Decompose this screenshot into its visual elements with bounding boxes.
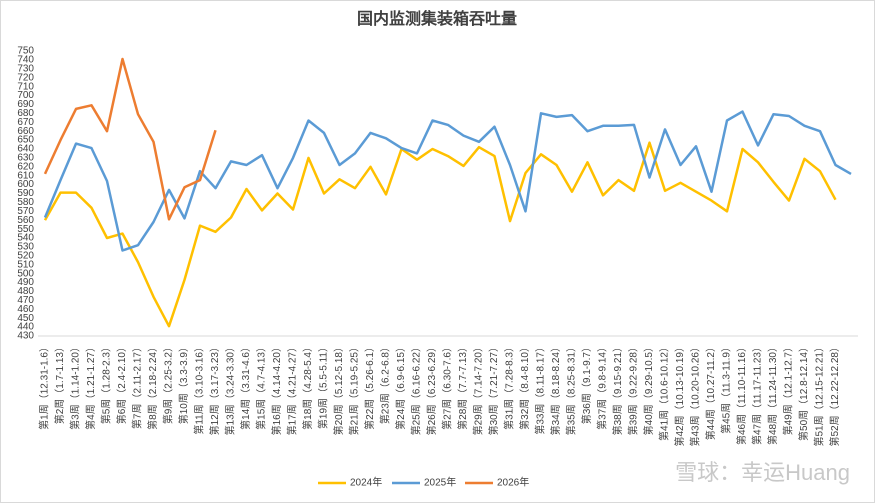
series-line bbox=[43, 110, 852, 252]
y-tick-label: 470 bbox=[17, 295, 34, 306]
y-tick-label: 700 bbox=[17, 90, 34, 101]
x-tick-label: 第10周（3.3-3.9） bbox=[177, 342, 190, 424]
x-tick-label: 第46周（11.10-11.16） bbox=[735, 342, 748, 445]
x-tick-label: 第27周（6.30-7.6） bbox=[441, 342, 454, 430]
y-tick-label: 680 bbox=[17, 108, 34, 119]
y-tick-label: 530 bbox=[17, 242, 34, 253]
x-tick-label: 第34周（8.18-8.24） bbox=[549, 342, 562, 435]
x-tick-label: 第15周（4.7-4.13） bbox=[255, 342, 268, 430]
x-tick-label: 第24周（6.9-6.15） bbox=[394, 342, 407, 430]
y-tick-label: 510 bbox=[17, 259, 34, 270]
y-tick-label: 430 bbox=[17, 331, 34, 342]
series-line bbox=[43, 141, 837, 328]
y-tick-label: 640 bbox=[17, 144, 34, 155]
y-tick-label: 590 bbox=[17, 188, 34, 199]
x-tick-label: 第22周（5.26-6.1） bbox=[363, 342, 376, 430]
x-tick-label: 第44周（10.27-11.2） bbox=[704, 342, 717, 440]
y-tick-label: 610 bbox=[17, 170, 34, 181]
x-tick-label: 第28周（7.7-7.13） bbox=[456, 342, 469, 430]
x-tick-label: 第35周（8.25-8.31） bbox=[565, 342, 578, 435]
x-tick-label: 第6周（2.4-2.10） bbox=[115, 342, 128, 424]
x-tick-label: 第37周（9.8-9.14） bbox=[596, 342, 609, 430]
x-tick-label: 第9周（2.25-3.2） bbox=[162, 342, 175, 424]
x-tick-label: 第4周（1.21-1.27） bbox=[84, 342, 97, 430]
y-tick-label: 720 bbox=[17, 72, 34, 83]
x-tick-label: 第25周（6.16-6.22） bbox=[410, 342, 423, 435]
x-tick-label: 第30周（7.21-7.27） bbox=[487, 342, 500, 435]
x-tick-label: 第45周（11.3-11.9） bbox=[720, 342, 733, 434]
y-tick-label: 450 bbox=[17, 313, 34, 324]
x-tick-label: 第2周（1.7-1.13） bbox=[53, 342, 66, 424]
x-tick-label: 第1周（12.31-1.6） bbox=[38, 342, 51, 430]
y-tick-label: 600 bbox=[17, 179, 34, 190]
y-tick-label: 580 bbox=[17, 197, 34, 208]
x-tick-label: 第33周（8.11-8.17） bbox=[534, 342, 547, 435]
y-tick-label: 490 bbox=[17, 277, 34, 288]
y-tick-label: 630 bbox=[17, 153, 34, 164]
x-tick-label: 第21周（5.19-5.25） bbox=[348, 342, 361, 435]
y-tick-label: 500 bbox=[17, 268, 34, 279]
y-tick-label: 560 bbox=[17, 215, 34, 226]
x-tick-label: 第29周（7.14-7.20） bbox=[472, 342, 485, 435]
y-tick-label: 710 bbox=[17, 81, 34, 92]
y-tick-label: 650 bbox=[17, 135, 34, 146]
y-tick-label: 520 bbox=[17, 250, 34, 261]
legend-label: 2026年 bbox=[497, 476, 529, 489]
x-tick-label: 第51周（12.15-12.21） bbox=[813, 342, 826, 447]
chart-title: 国内监测集装箱吞吐量 bbox=[357, 9, 517, 28]
x-tick-label: 第17周（4.21-4.27） bbox=[286, 342, 299, 435]
x-tick-label: 第16周（4.14-4.20） bbox=[270, 342, 283, 435]
y-tick-label: 550 bbox=[17, 224, 34, 235]
x-tick-label: 第3周（1.14-1.20） bbox=[69, 342, 82, 430]
x-tick-label: 第23周（6.2-6.8） bbox=[379, 342, 392, 424]
y-tick-label: 740 bbox=[17, 55, 34, 66]
x-tick-label: 第40周（9.29-10.5） bbox=[642, 342, 655, 435]
legend-label: 2025年 bbox=[424, 476, 456, 489]
y-tick-label: 480 bbox=[17, 286, 34, 297]
x-tick-label: 第38周（9.15-9.21） bbox=[611, 342, 624, 435]
y-tick-label: 440 bbox=[17, 322, 34, 333]
x-tick-label: 第26周（6.23-6.29） bbox=[425, 342, 438, 435]
x-tick-label: 第13周（3.24-3.30） bbox=[224, 342, 237, 435]
y-tick-label: 460 bbox=[17, 304, 34, 315]
x-tick-label: 第47周（11.17-11.23） bbox=[751, 342, 764, 445]
watermark: 雪球：幸运Huang bbox=[675, 460, 850, 485]
y-tick-label: 750 bbox=[17, 46, 34, 57]
x-tick-label: 第50周（12.8-12.14） bbox=[797, 342, 810, 441]
x-tick-label: 第32周（8.4-8.10） bbox=[518, 342, 531, 430]
x-tick-label: 第41周（10.6-10.12） bbox=[658, 342, 671, 441]
y-tick-label: 660 bbox=[17, 126, 34, 137]
x-tick-label: 第20周（5.12-5.18） bbox=[332, 342, 345, 435]
x-tick-label: 第5周（1.28-2.3） bbox=[100, 342, 113, 424]
x-tick-label: 第11周（3.10-3.16） bbox=[193, 342, 206, 435]
x-tick-label: 第12周（3.17-3.23） bbox=[208, 342, 221, 435]
legend-label: 2024年 bbox=[350, 476, 382, 489]
x-tick-label: 第14周（3.31-4.6） bbox=[239, 342, 252, 430]
x-tick-label: 第36周（9.1-9.7） bbox=[580, 342, 593, 424]
x-tick-label: 第31周（7.28-8.3） bbox=[503, 342, 516, 430]
y-tick-label: 690 bbox=[17, 99, 34, 110]
x-tick-label: 第7周（2.11-2.17） bbox=[131, 342, 144, 429]
x-tick-label: 第18周（4.28-5.4） bbox=[301, 342, 314, 430]
x-tick-label: 第39周（9.22-9.28） bbox=[627, 342, 640, 435]
x-tick-label: 第49周（12.1-12.7） bbox=[782, 342, 795, 435]
y-tick-label: 570 bbox=[17, 206, 34, 217]
series-line bbox=[43, 57, 217, 221]
x-tick-label: 第48周（11.24-11.30） bbox=[766, 342, 779, 445]
x-tick-label: 第52周（12.22-12.28） bbox=[828, 342, 841, 447]
y-tick-label: 730 bbox=[17, 63, 34, 74]
y-tick-label: 620 bbox=[17, 161, 34, 172]
y-tick-label: 670 bbox=[17, 117, 34, 128]
x-tick-label: 第43周（10.20-10.26） bbox=[689, 342, 702, 447]
y-tick-label: 540 bbox=[17, 233, 34, 244]
x-tick-label: 第42周（10.13-10.19） bbox=[673, 342, 686, 447]
x-tick-label: 第19周（5.5-5.11） bbox=[317, 342, 330, 429]
x-tick-label: 第8周（2.18-2.24） bbox=[146, 342, 159, 430]
